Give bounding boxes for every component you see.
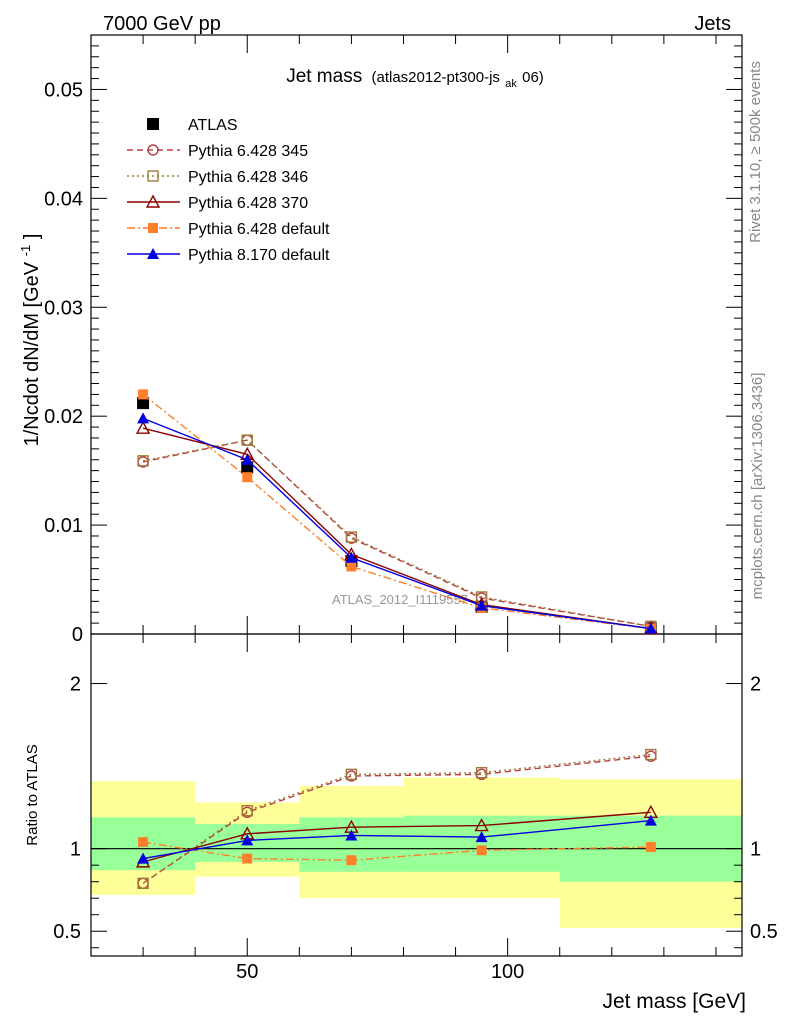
- ratio-series-3: [138, 837, 656, 866]
- legend-label: Pythia 6.428 345: [188, 143, 308, 160]
- main-series-point: [345, 531, 358, 543]
- main-ytick-label: 0.05: [44, 79, 83, 101]
- main-series-point: [345, 551, 358, 563]
- analysis-watermark: ATLAS_2012_I1119557: [332, 592, 468, 607]
- y-axis-title-main: 1/Ncdot dN/dM [GeV: [21, 261, 43, 446]
- ratio-xtick-label: 50: [236, 961, 258, 983]
- legend-label: Pythia 6.428 346: [188, 169, 308, 186]
- ratio-series-point: [645, 748, 657, 761]
- ratio-frame: [90, 633, 743, 957]
- ratio-band-green-3: [403, 815, 560, 872]
- x-axis-title: Jet mass [GeV]: [602, 990, 746, 1013]
- ratio-series-point: [138, 837, 149, 848]
- main-ytick-label: 0.03: [44, 297, 83, 319]
- legend-label: Pythia 6.428 default: [188, 221, 330, 238]
- ratio-series-line: [142, 755, 651, 884]
- ratio-series-point: [241, 804, 253, 817]
- ratio-series-point: [345, 829, 358, 841]
- ratio-xtick-label: 100: [491, 961, 524, 983]
- ratio-series-point: [346, 855, 357, 866]
- main-ytick-label: 0.02: [44, 406, 83, 428]
- main-title: Jet mass (atlas2012-pt300-js ak 06): [286, 66, 544, 92]
- legend-marker: [147, 118, 159, 130]
- legend-marker: [147, 144, 159, 156]
- y-axis-title-tail: ]: [21, 234, 43, 240]
- ratio-series-point: [242, 853, 253, 864]
- ratio-series-point: [241, 834, 254, 846]
- subtitle-main: (atlas2012-pt300-js: [372, 69, 500, 86]
- main-series-point: [241, 434, 253, 446]
- ratio-series-point: [476, 845, 487, 856]
- legend-marker: [148, 223, 158, 233]
- subtitle-tail: 06): [522, 69, 544, 86]
- main-series-point: [135, 420, 151, 434]
- main-series-line: [142, 439, 651, 628]
- ratio-series-point: [475, 831, 488, 843]
- main-series-point: [137, 455, 149, 467]
- main-series-point: [242, 472, 253, 483]
- mcplots-info: mcplots.cern.ch [arXiv:1306.3436]: [749, 373, 766, 600]
- main-ytick-label: 0.04: [44, 188, 83, 210]
- ratio-series-point: [137, 852, 150, 864]
- ratio-series-point: [645, 842, 656, 853]
- ratio-series-line: [142, 811, 651, 863]
- ratio-ytick-label-left: 0.5: [53, 921, 81, 943]
- legend-marker: [145, 194, 161, 208]
- main-series-point: [137, 397, 150, 410]
- rivet-info: Rivet 3.1.10, ≥ 500k events: [747, 61, 764, 243]
- ratio-ytick-label-left: 2: [70, 674, 81, 696]
- ratio-series-1: [137, 748, 657, 890]
- ratio-series-point: [137, 877, 149, 890]
- header: 7000 GeV pp Jets: [103, 13, 731, 35]
- main-series-point: [138, 389, 149, 400]
- svg-text:1/Ncdot dN/dM [GeV -1: 1/Ncdot dN/dM [GeV -1 ]: [13, 234, 43, 447]
- ratio-series-4: [137, 814, 657, 864]
- legend-marker: [147, 170, 159, 182]
- main-ytick-label: 0: [72, 624, 83, 646]
- header-process: Jets: [694, 13, 731, 35]
- legend-label: ATLAS: [188, 117, 238, 134]
- legend-label: Pythia 6.428 370: [188, 195, 308, 212]
- axes: 0 0.01 0.02 0.03 0.04 0.05 50 100 0.5 0.5 1 1 2 2: [44, 34, 778, 983]
- title-text: Jet mass: [286, 66, 362, 87]
- ratio-ytick-label-right: 1: [750, 839, 761, 861]
- main-series-point: [137, 412, 150, 424]
- main-series-point: [346, 561, 357, 572]
- main-ytick-label: 0.01: [44, 515, 83, 537]
- main-series-point: [475, 599, 488, 611]
- legend-marker: [147, 248, 159, 259]
- ratio-series-point: [475, 767, 488, 779]
- header-energy: 7000 GeV pp: [103, 13, 221, 35]
- subtitle-sub: ak: [505, 78, 517, 90]
- ratio-series-point: [474, 818, 489, 832]
- ratio-ytick-label-right: 2: [750, 674, 761, 696]
- svg-text:Jet mass (atlas2012-pt30: Jet mass (atlas2012-pt300-js ak 06): [286, 66, 544, 92]
- series: [135, 389, 659, 890]
- y-axis-title-sup: -1: [18, 245, 33, 257]
- legend: ATLAS Pythia 6.428 345 Pythia 6.428 346 Pyt…: [127, 117, 330, 264]
- ratio-y-axis-title: Ratio to ATLAS: [24, 744, 41, 845]
- y-axis-title: 1/Ncdot dN/dM [GeV -1 ]: [13, 234, 43, 447]
- main-series-point: [241, 453, 254, 465]
- ratio-ytick-label-right: 0.5: [750, 921, 778, 943]
- legend-label: Pythia 8.170 default: [188, 247, 330, 264]
- ratio-series-point: [345, 768, 358, 781]
- main-series-point: [644, 622, 657, 634]
- ratio-series-point: [644, 814, 657, 826]
- main-series-5: [137, 412, 657, 634]
- ratio-ytick-label-left: 1: [70, 839, 81, 861]
